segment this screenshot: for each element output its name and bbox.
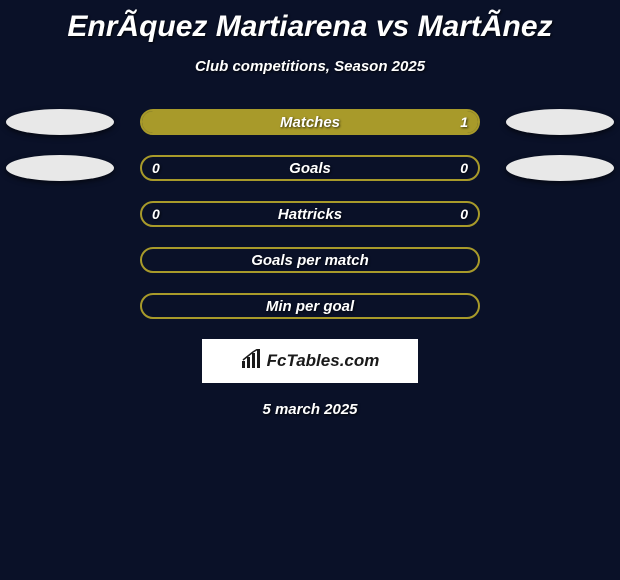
stats-rows: Matches1Goals00Hattricks00Goals per matc… <box>0 109 620 319</box>
stat-bar-track: Goals per match <box>140 247 480 273</box>
stat-bar-track: Matches1 <box>140 109 480 135</box>
player-right-ellipse <box>506 155 614 181</box>
stat-row: Min per goal <box>0 293 620 319</box>
stat-label: Goals <box>142 157 478 179</box>
player-left-ellipse <box>6 155 114 181</box>
stat-value-left: 0 <box>152 203 160 225</box>
stat-value-right: 0 <box>460 203 468 225</box>
date-line: 5 march 2025 <box>0 401 620 418</box>
stat-bar-track: Goals0 0 <box>140 155 480 181</box>
stat-value-right: 0 <box>460 157 468 179</box>
stat-row: Goals0 0 <box>0 155 620 181</box>
stat-bar-track: Hattricks0 0 <box>140 201 480 227</box>
brand-text: FcTables.com <box>267 351 380 371</box>
stat-row: Hattricks0 0 <box>0 201 620 227</box>
page-title: EnrÃ­quez Martiarena vs MartÃ­nez <box>0 0 620 44</box>
stat-bar-fill-right <box>142 111 478 133</box>
stat-label: Goals per match <box>142 249 478 271</box>
brand-chart-icon <box>241 349 263 374</box>
stat-value-left: 0 <box>152 157 160 179</box>
stat-row: Goals per match <box>0 247 620 273</box>
stat-label: Hattricks <box>142 203 478 225</box>
stat-bar-track: Min per goal <box>140 293 480 319</box>
player-left-ellipse <box>6 109 114 135</box>
player-right-ellipse <box>506 109 614 135</box>
stat-label: Min per goal <box>142 295 478 317</box>
page-subtitle: Club competitions, Season 2025 <box>0 58 620 75</box>
brand-box: FcTables.com <box>202 339 418 383</box>
stat-row: Matches1 <box>0 109 620 135</box>
